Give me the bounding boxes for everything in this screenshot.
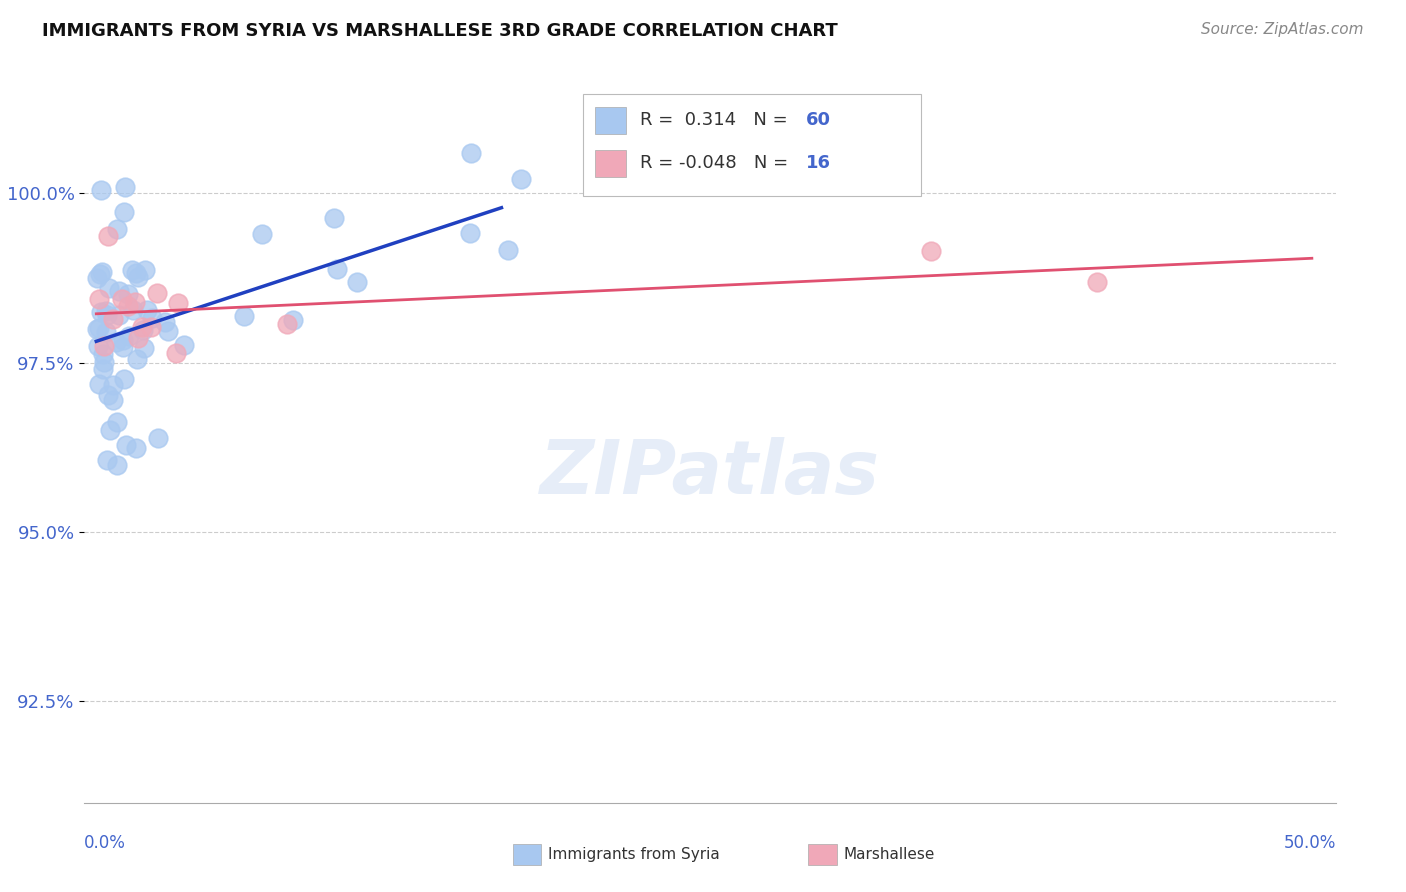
Text: ZIPatlas: ZIPatlas xyxy=(540,437,880,510)
Point xyxy=(139,320,162,334)
Point xyxy=(114,179,136,194)
Point xyxy=(87,376,110,391)
Point xyxy=(90,265,112,279)
Text: R = -0.048   N =: R = -0.048 N = xyxy=(640,154,793,172)
Point xyxy=(276,317,298,331)
Point xyxy=(173,337,195,351)
Point xyxy=(96,387,118,401)
Point xyxy=(111,292,134,306)
Point xyxy=(121,303,143,318)
Text: Immigrants from Syria: Immigrants from Syria xyxy=(548,847,720,862)
Text: IMMIGRANTS FROM SYRIA VS MARSHALLESE 3RD GRADE CORRELATION CHART: IMMIGRANTS FROM SYRIA VS MARSHALLESE 3RD… xyxy=(42,22,838,40)
Point xyxy=(326,262,349,277)
Point xyxy=(146,431,169,445)
Text: 60: 60 xyxy=(806,112,831,129)
Point xyxy=(496,243,519,257)
Point xyxy=(97,229,120,244)
Point xyxy=(117,286,139,301)
Point xyxy=(107,309,129,323)
Point xyxy=(97,280,120,294)
Point xyxy=(117,300,139,314)
Point xyxy=(127,331,149,345)
Point xyxy=(141,310,163,325)
Point xyxy=(166,295,188,310)
Point xyxy=(105,222,128,236)
Point xyxy=(346,275,368,289)
Point xyxy=(93,339,115,353)
Point xyxy=(165,346,187,360)
Point xyxy=(510,172,533,186)
Point xyxy=(121,262,143,277)
Point xyxy=(93,355,115,369)
Point xyxy=(134,341,156,355)
Point xyxy=(135,303,157,318)
Point xyxy=(124,295,146,310)
Point xyxy=(1085,275,1108,289)
Point xyxy=(920,244,942,259)
Point xyxy=(458,226,481,240)
Point xyxy=(112,371,135,385)
Point xyxy=(233,309,256,323)
Point xyxy=(108,284,131,298)
Point xyxy=(96,453,118,467)
Point xyxy=(105,415,128,429)
Point xyxy=(252,227,274,241)
Point xyxy=(86,338,108,352)
Point xyxy=(156,324,179,338)
Point xyxy=(96,325,118,339)
Point xyxy=(115,438,138,452)
Point xyxy=(127,269,149,284)
Text: Source: ZipAtlas.com: Source: ZipAtlas.com xyxy=(1201,22,1364,37)
Point xyxy=(105,458,128,472)
Point xyxy=(132,323,155,337)
Point xyxy=(125,441,148,455)
Point xyxy=(112,334,135,348)
Point xyxy=(89,267,111,281)
Point xyxy=(323,211,346,225)
Point xyxy=(125,266,148,280)
Text: 0.0%: 0.0% xyxy=(84,834,127,852)
Point xyxy=(96,308,118,322)
Point xyxy=(90,305,112,319)
Point xyxy=(98,423,121,437)
Point xyxy=(112,205,135,219)
Point xyxy=(134,262,156,277)
Point xyxy=(86,271,108,285)
Point xyxy=(460,145,482,160)
Point xyxy=(90,183,112,197)
Text: Marshallese: Marshallese xyxy=(844,847,935,862)
Point xyxy=(127,351,149,366)
Point xyxy=(87,321,110,335)
Point xyxy=(111,340,134,354)
Point xyxy=(87,292,110,306)
Point xyxy=(94,303,117,318)
Point xyxy=(145,285,167,300)
Point xyxy=(91,347,114,361)
Point xyxy=(131,320,153,334)
Point xyxy=(153,315,176,329)
Point xyxy=(86,322,108,336)
Point xyxy=(91,362,114,376)
Point xyxy=(101,378,124,392)
Point xyxy=(118,329,141,343)
Text: 50.0%: 50.0% xyxy=(1284,834,1336,852)
Text: 16: 16 xyxy=(806,154,831,172)
Point xyxy=(101,393,124,408)
Point xyxy=(105,335,128,350)
Point xyxy=(103,312,125,326)
Point xyxy=(283,313,305,327)
Text: R =  0.314   N =: R = 0.314 N = xyxy=(640,112,793,129)
